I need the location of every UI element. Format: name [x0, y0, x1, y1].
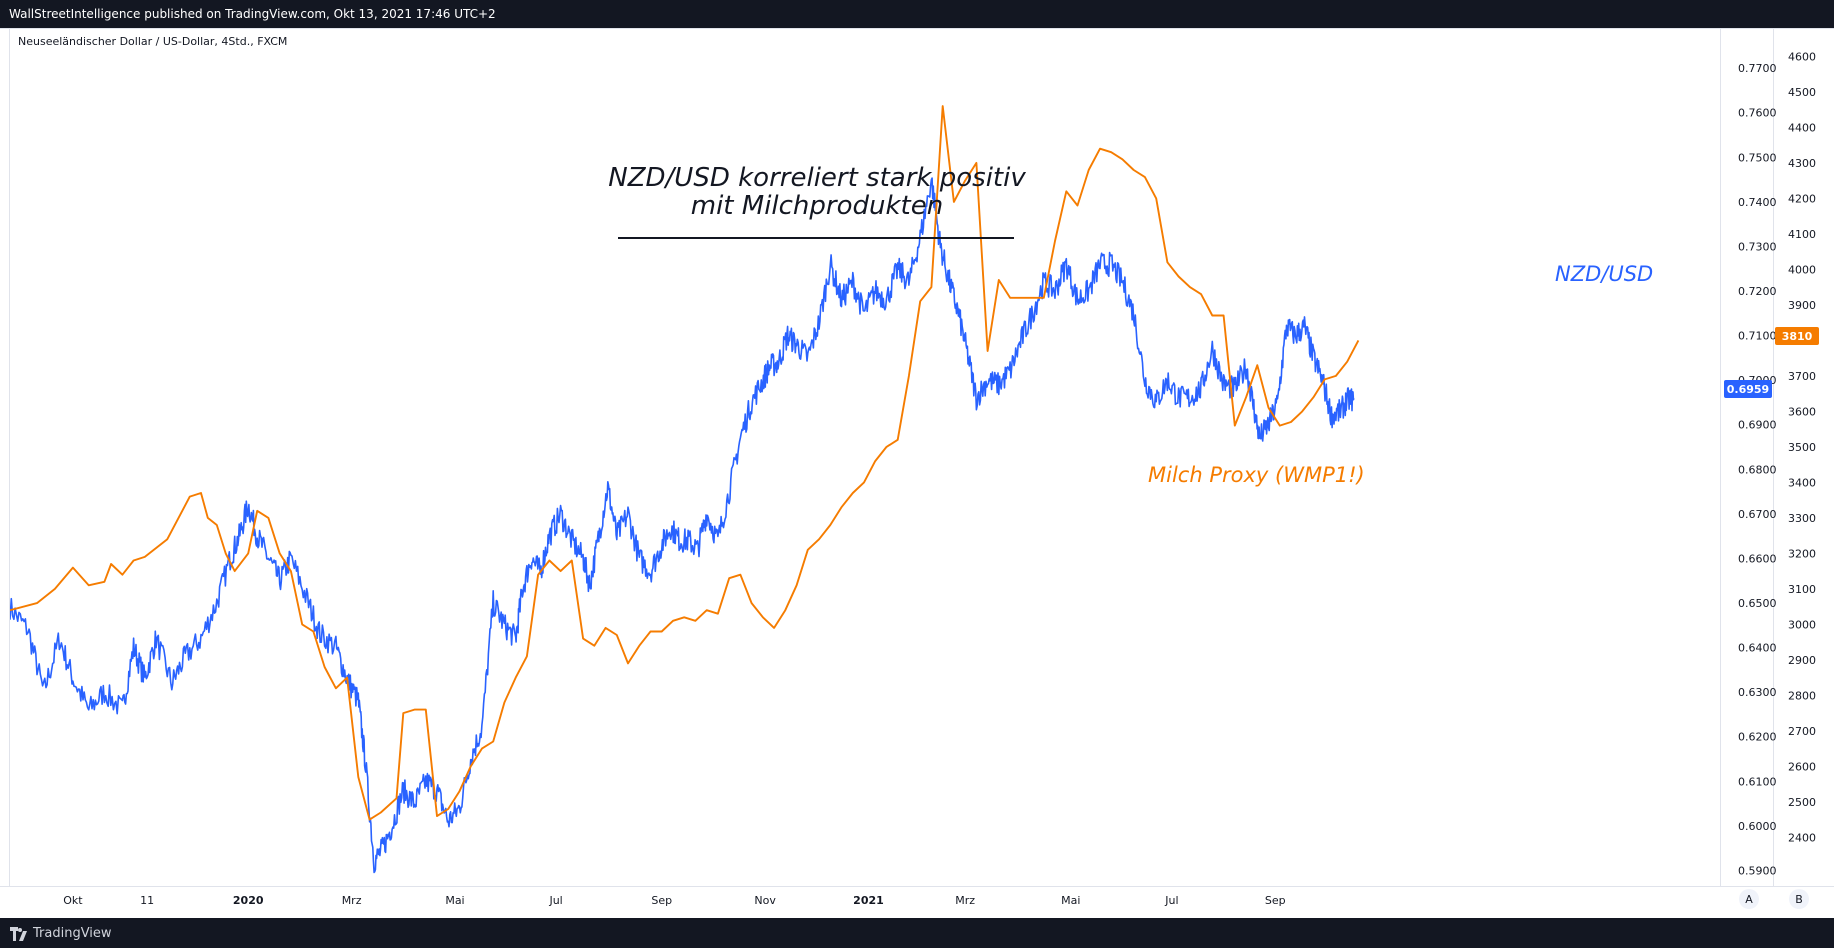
x-tick-label-4: Mai — [445, 894, 464, 907]
brand-label: TradingView — [33, 926, 112, 941]
x-tick-label-12: Sep — [1265, 894, 1286, 907]
chart-title-line-1: NZD/USD korreliert stark positiv — [608, 163, 1026, 193]
x-tick-label-0: Okt — [63, 894, 83, 907]
right-tick-label-9: 3700 — [1788, 370, 1816, 383]
right-axis-ticks: 4600450044004300420041004000390038003700… — [1788, 50, 1816, 844]
left-tick-label-16: 0.6100 — [1738, 775, 1777, 788]
series-line-milk-proxy — [10, 105, 1360, 821]
left-tick-label-11: 0.6600 — [1738, 552, 1777, 565]
x-tick-label-11: Jul — [1164, 894, 1178, 907]
right-tick-label-14: 3200 — [1788, 547, 1816, 560]
chart-title-line-2: mit Milchprodukten — [691, 191, 943, 221]
left-tick-label-17: 0.6000 — [1738, 820, 1777, 833]
published-text: WallStreetIntelligence published on Trad… — [9, 7, 496, 21]
left-tick-label-15: 0.6200 — [1738, 731, 1777, 744]
right-tick-label-13: 3300 — [1788, 512, 1816, 525]
right-tick-label-6: 4000 — [1788, 263, 1816, 276]
x-tick-label-5: Jul — [548, 894, 562, 907]
x-axis-ticks: Okt 11 2020 Mrz Mai Jul Sep Nov 2021 Mrz Mai Jul Sep — [63, 894, 1285, 907]
left-tick-label-5: 0.7200 — [1738, 285, 1777, 298]
scale-button-a-bg[interactable] — [1739, 889, 1759, 909]
left-tick-label-14: 0.6300 — [1738, 686, 1777, 699]
left-tick-label-6: 0.7100 — [1738, 330, 1777, 343]
chart-svg[interactable]: 0.7700 0.7600 0.7500 0.7400 0.7300 0.7200 0.71… — [0, 28, 1834, 918]
scale-button-a[interactable]: A — [1745, 893, 1753, 906]
x-tick-label-10: Mai — [1061, 894, 1080, 907]
left-tick-label-4: 0.7300 — [1738, 240, 1777, 253]
right-tick-label-2: 4400 — [1788, 121, 1816, 134]
left-tick-label-1: 0.7600 — [1738, 107, 1777, 120]
left-tick-label-0: 0.7700 — [1738, 62, 1777, 75]
x-tick-label-6: Sep — [651, 894, 672, 907]
nzd-current-badge — [1724, 380, 1772, 398]
milk-current-badge — [1775, 327, 1819, 345]
left-axis-ticks: 0.7700 0.7600 0.7500 0.7400 0.7300 0.7200 0.71… — [1738, 62, 1777, 877]
left-tick-label-9: 0.6800 — [1738, 463, 1777, 476]
right-tick-label-0: 4600 — [1788, 50, 1816, 63]
left-tick-label-8: 0.6900 — [1738, 419, 1777, 432]
series-layer — [10, 105, 1360, 874]
symbol-label: Neuseeländischer Dollar / US-Dollar, 4St… — [18, 35, 288, 48]
left-tick-label-12: 0.6500 — [1738, 597, 1777, 610]
right-tick-label-19: 2700 — [1788, 725, 1816, 738]
left-tick-label-18: 0.5900 — [1738, 864, 1777, 877]
right-tick-label-16: 3000 — [1788, 618, 1816, 631]
right-tick-label-20: 2600 — [1788, 760, 1816, 773]
tradingview-icon — [10, 926, 27, 941]
right-tick-label-21: 2500 — [1788, 796, 1816, 809]
right-tick-label-10: 3600 — [1788, 405, 1816, 418]
left-tick-label-3: 0.7400 — [1738, 196, 1777, 209]
right-tick-label-5: 4100 — [1788, 228, 1816, 241]
x-tick-label-2: 2020 — [233, 894, 264, 907]
right-tick-label-15: 3100 — [1788, 583, 1816, 596]
x-tick-label-3: Mrz — [342, 894, 362, 907]
right-tick-label-17: 2900 — [1788, 654, 1816, 667]
right-tick-label-11: 3500 — [1788, 441, 1816, 454]
right-tick-label-4: 4200 — [1788, 192, 1816, 205]
chart-area[interactable]: 0.7700 0.7600 0.7500 0.7400 0.7300 0.7200 0.71… — [0, 28, 1834, 918]
left-tick-label-10: 0.6700 — [1738, 508, 1777, 521]
right-tick-label-12: 3400 — [1788, 476, 1816, 489]
annotation-milk: Milch Proxy (WMP1!) — [1148, 463, 1365, 487]
right-tick-label-22: 2400 — [1788, 831, 1816, 844]
scale-button-b[interactable]: B — [1795, 893, 1803, 906]
x-tick-label-8: 2021 — [853, 894, 884, 907]
nzd-current-value: 0.6959 — [1727, 383, 1769, 396]
left-tick-label-2: 0.7500 — [1738, 151, 1777, 164]
tradingview-logo[interactable]: TradingView — [10, 926, 112, 941]
x-tick-label-9: Mrz — [955, 894, 975, 907]
right-tick-label-1: 4500 — [1788, 86, 1816, 99]
right-tick-label-3: 4300 — [1788, 157, 1816, 170]
footer: TradingView — [0, 918, 1834, 948]
annotation-nzd: NZD/USD — [1555, 262, 1653, 286]
scale-button-b-bg[interactable] — [1789, 889, 1809, 909]
published-header: WallStreetIntelligence published on Trad… — [0, 0, 1834, 28]
left-tick-label-13: 0.6400 — [1738, 642, 1777, 655]
x-tick-label-1: 11 — [140, 894, 154, 907]
right-tick-label-18: 2800 — [1788, 689, 1816, 702]
series-line-nzd-usd — [10, 177, 1355, 874]
milk-current-value: 3810 — [1782, 330, 1813, 343]
right-tick-label-7: 3900 — [1788, 299, 1816, 312]
x-tick-label-7: Nov — [754, 894, 776, 907]
